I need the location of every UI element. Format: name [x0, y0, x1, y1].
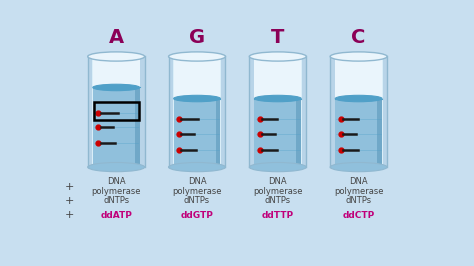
Bar: [249, 56, 306, 167]
Ellipse shape: [173, 95, 220, 102]
Ellipse shape: [255, 95, 301, 102]
Bar: [140, 56, 145, 167]
Bar: [255, 98, 301, 167]
Bar: [330, 56, 335, 167]
Bar: [173, 56, 220, 98]
Text: G: G: [189, 28, 205, 47]
Bar: [221, 56, 226, 167]
Bar: [93, 56, 139, 88]
Text: T: T: [271, 28, 284, 47]
Text: ddCTP: ddCTP: [343, 211, 375, 220]
Text: DNA
polymerase: DNA polymerase: [334, 177, 383, 196]
Bar: [330, 56, 387, 167]
Text: dNTPs: dNTPs: [103, 196, 129, 205]
Text: dNTPs: dNTPs: [265, 196, 291, 205]
Ellipse shape: [330, 163, 387, 172]
Bar: [335, 98, 382, 167]
Ellipse shape: [169, 52, 226, 61]
Text: DNA
polymerase: DNA polymerase: [172, 177, 222, 196]
Ellipse shape: [249, 163, 306, 172]
Ellipse shape: [88, 163, 145, 172]
Text: ddTTP: ddTTP: [262, 211, 294, 220]
Text: ddGTP: ddGTP: [181, 211, 213, 220]
Bar: [249, 56, 254, 167]
Text: DNA
polymerase: DNA polymerase: [91, 177, 141, 196]
Bar: [297, 98, 301, 167]
Text: ddATP: ddATP: [100, 211, 132, 220]
Bar: [88, 56, 92, 167]
Bar: [216, 98, 220, 167]
Text: +: +: [65, 196, 74, 206]
Bar: [169, 56, 226, 167]
Bar: [377, 98, 382, 167]
Bar: [335, 56, 382, 98]
Bar: [169, 56, 173, 167]
Bar: [135, 88, 139, 167]
Ellipse shape: [88, 52, 145, 61]
Bar: [173, 98, 220, 167]
Bar: [255, 56, 301, 98]
Bar: [93, 102, 139, 120]
Ellipse shape: [93, 84, 139, 91]
Ellipse shape: [335, 95, 382, 102]
Text: dNTPs: dNTPs: [346, 196, 372, 205]
Bar: [93, 88, 139, 167]
Text: +: +: [65, 210, 74, 220]
Text: dNTPs: dNTPs: [184, 196, 210, 205]
Ellipse shape: [169, 163, 226, 172]
Bar: [88, 56, 145, 167]
Text: A: A: [109, 28, 124, 47]
Text: DNA
polymerase: DNA polymerase: [253, 177, 302, 196]
Ellipse shape: [330, 52, 387, 61]
Text: C: C: [351, 28, 366, 47]
Ellipse shape: [249, 52, 306, 61]
Text: +: +: [65, 182, 74, 192]
Bar: [302, 56, 306, 167]
Bar: [383, 56, 387, 167]
